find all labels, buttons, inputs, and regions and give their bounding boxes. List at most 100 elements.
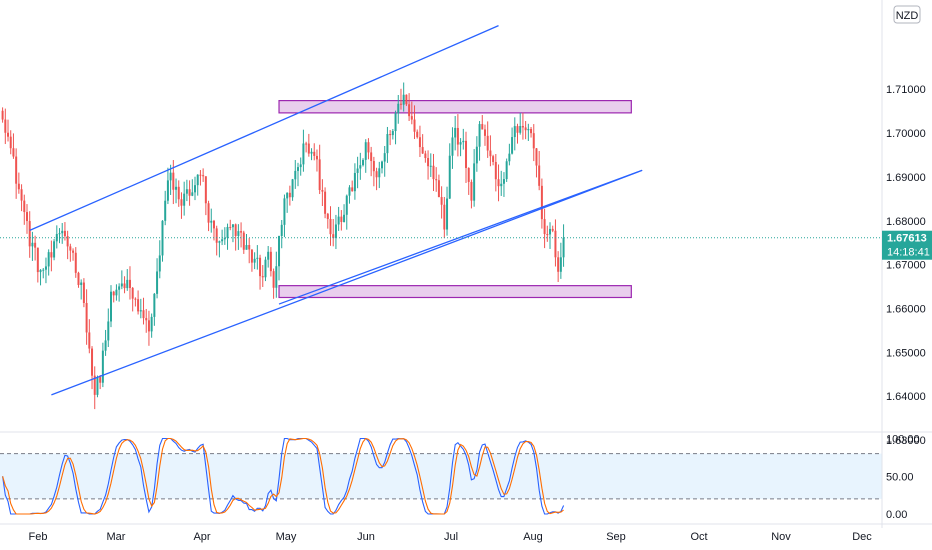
candle-body: [459, 142, 462, 145]
candle-body: [128, 279, 131, 288]
candle: [513, 117, 516, 151]
candle-body: [250, 249, 253, 263]
candle-body: [77, 272, 80, 285]
candle: [131, 286, 134, 312]
candle: [61, 223, 64, 244]
candle-body: [237, 231, 240, 236]
candle: [259, 254, 262, 290]
stoch-band: [0, 453, 882, 499]
candle-body: [28, 221, 31, 247]
candle: [497, 164, 500, 202]
candle: [549, 222, 552, 249]
candle: [492, 154, 495, 166]
candle: [345, 194, 348, 230]
candle: [410, 101, 413, 125]
candle-body: [123, 283, 126, 289]
candle-body: [557, 257, 560, 272]
candle-body: [348, 187, 351, 196]
candle-body: [540, 185, 543, 220]
candle: [20, 184, 23, 212]
candle: [530, 127, 533, 138]
candle-body: [421, 147, 424, 154]
candle: [210, 208, 213, 233]
candle: [413, 105, 416, 140]
candle: [370, 146, 373, 177]
candle: [283, 194, 286, 238]
price-tick-label: 1.67000: [886, 260, 926, 272]
support-zone: [278, 285, 632, 299]
candle: [508, 143, 511, 166]
candle: [166, 167, 169, 205]
bar-countdown: 14:18:41: [887, 247, 930, 259]
candle: [318, 144, 321, 195]
candle: [551, 225, 554, 233]
time-tick-label: May: [276, 531, 297, 543]
candle: [559, 242, 562, 279]
candle: [326, 212, 329, 229]
candle-body: [329, 218, 332, 235]
candle-body: [96, 377, 99, 395]
candle-body: [367, 142, 370, 153]
candle-body: [467, 168, 470, 182]
candle-body: [131, 287, 134, 299]
price-axis[interactable]: 1.71000 1.70000 1.69000 1.68000 1.67000 1.660…: [881, 0, 926, 528]
candle-body: [362, 159, 365, 166]
candle: [340, 210, 343, 231]
time-tick-label: Nov: [771, 531, 791, 543]
candle: [429, 153, 432, 177]
candle-body: [372, 161, 375, 172]
candle-body: [142, 310, 145, 319]
candle-body: [74, 252, 77, 273]
channel-lower-line[interactable]: [51, 169, 643, 396]
time-axis[interactable]: Feb Mar Apr May Jun Jul Aug Sep Oct Nov Dec: [0, 523, 932, 543]
candle-body: [446, 198, 449, 230]
candle: [446, 186, 449, 236]
candle-body: [305, 143, 308, 145]
candle: [435, 167, 438, 192]
candle-body: [475, 146, 478, 164]
candle-body: [204, 176, 207, 204]
candle-body: [302, 143, 305, 165]
candle-body: [245, 245, 248, 250]
candle-body: [424, 153, 427, 159]
candle-body: [551, 228, 554, 231]
candle: [424, 150, 427, 163]
candle-body: [69, 246, 72, 251]
channel-upper-line[interactable]: [29, 25, 499, 231]
candle-body: [126, 279, 129, 289]
candle: [334, 214, 337, 250]
currency-badge[interactable]: NZD: [893, 5, 921, 24]
candle-body: [158, 255, 161, 272]
candle-body: [166, 180, 169, 201]
candle: [39, 269, 42, 286]
candle-body: [44, 266, 47, 270]
candle-body: [296, 167, 299, 171]
candle-body: [397, 103, 400, 114]
candle-body: [169, 172, 172, 181]
candle: [47, 249, 50, 276]
candle-body: [61, 230, 64, 234]
candle-body: [183, 193, 186, 206]
candle: [267, 245, 270, 268]
channel-mid-line[interactable]: [278, 169, 643, 305]
candle: [321, 179, 324, 207]
candle: [82, 278, 85, 308]
candle-body: [321, 189, 324, 192]
candle-body: [1, 110, 4, 120]
candle-body: [538, 165, 541, 186]
candle: [288, 185, 291, 206]
candle-body: [150, 316, 153, 332]
candle-body: [63, 230, 66, 237]
candle: [74, 247, 77, 278]
candle-body: [256, 257, 259, 259]
candle-body: [543, 219, 546, 235]
candle-body: [153, 293, 156, 317]
candle-body: [180, 199, 183, 206]
candle-body: [15, 156, 18, 184]
candle: [489, 135, 492, 167]
candle-body: [36, 247, 39, 273]
candle-body: [497, 179, 500, 187]
candle-body: [351, 187, 354, 192]
candle: [275, 251, 278, 298]
